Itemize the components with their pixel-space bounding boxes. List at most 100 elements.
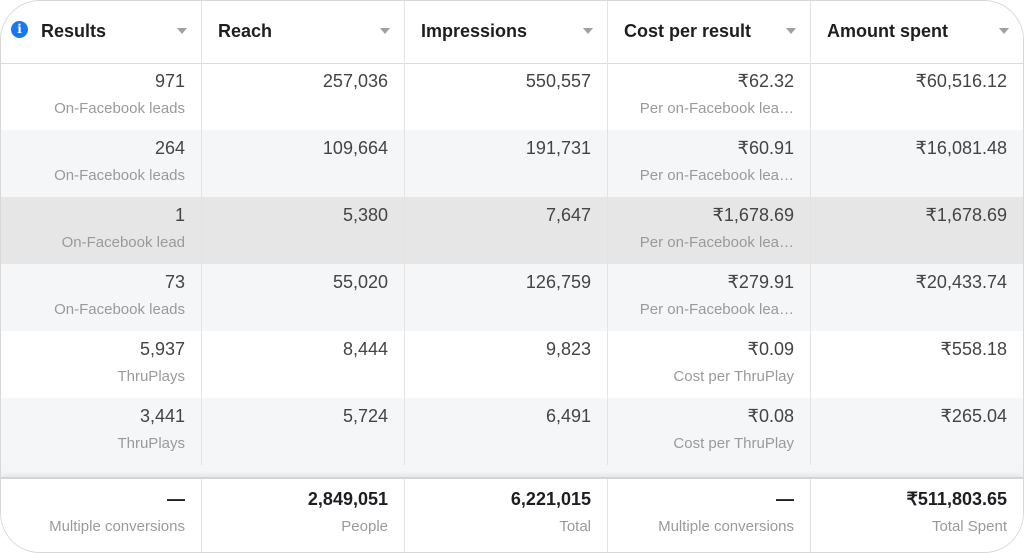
reach-cell: 55,020 (202, 264, 405, 331)
total-cost-per-result: — Multiple conversions (608, 479, 811, 552)
value: 3,441 (139, 406, 185, 426)
value: ₹1,678.69 (925, 205, 1007, 225)
amount-spent-cell: ₹558.18 (811, 331, 1023, 398)
cost-per-result-cell: ₹0.08 Cost per ThruPlay (608, 398, 811, 465)
column-header-results[interactable]: i Results (1, 1, 202, 63)
impressions-cell: 9,823 (405, 331, 608, 398)
subtext: ThruPlays (117, 368, 185, 385)
value: 6,221,015 (510, 489, 591, 509)
value: ₹0.08 (747, 406, 795, 426)
value: 6,491 (545, 406, 591, 426)
value: 7,647 (545, 205, 591, 225)
results-cell: 1 On-Facebook lead (1, 197, 202, 264)
impressions-cell: 6,491 (405, 398, 608, 465)
total-results: — Multiple conversions (1, 479, 202, 552)
impressions-cell: 191,731 (405, 130, 608, 197)
subtext: Multiple conversions (49, 518, 185, 535)
total-reach: 2,849,051 People (202, 479, 405, 552)
amount-spent-cell: ₹20,433.74 (811, 264, 1023, 331)
subtext: Per on-Facebook lea… (639, 167, 794, 184)
subtext: Per on-Facebook lea… (639, 301, 794, 318)
sort-caret-icon[interactable] (999, 28, 1009, 34)
subtext: Per on-Facebook lea… (639, 234, 794, 251)
value: ₹0.09 (747, 339, 795, 359)
cost-per-result-cell: ₹60.91 Per on-Facebook lea… (608, 130, 811, 197)
value: ₹511,803.65 (906, 489, 1007, 509)
results-cell: 5,937 ThruPlays (1, 331, 202, 398)
cost-per-result-cell: ₹279.91 Per on-Facebook lea… (608, 264, 811, 331)
sort-caret-icon[interactable] (786, 28, 796, 34)
amount-spent-cell: ₹60,516.12 (811, 63, 1023, 130)
column-header-reach[interactable]: Reach (202, 1, 405, 63)
value: 5,937 (139, 339, 185, 359)
reach-cell: 257,036 (202, 63, 405, 130)
column-header-cost-per-result[interactable]: Cost per result (608, 1, 811, 63)
subtext: On-Facebook leads (54, 301, 185, 318)
subtext: Cost per ThruPlay (673, 435, 794, 452)
value: 55,020 (332, 272, 388, 292)
table-body: 971 On-Facebook leads 257,036 550,557 ₹62.32… (1, 63, 1023, 465)
info-icon[interactable]: i (11, 21, 28, 38)
value: 971 (154, 71, 185, 91)
subtext: On-Facebook lead (61, 234, 185, 251)
value: 550,557 (525, 71, 591, 91)
value: 264 (154, 138, 185, 158)
table-row[interactable]: 264 On-Facebook leads 109,664 191,731 ₹60.91… (1, 130, 1023, 197)
amount-spent-cell: ₹265.04 (811, 398, 1023, 465)
value: 5,724 (342, 406, 388, 426)
value: 126,759 (525, 272, 591, 292)
value: 5,380 (342, 205, 388, 225)
column-header-impressions[interactable]: Impressions (405, 1, 608, 63)
value: 9,823 (545, 339, 591, 359)
value: ₹265.04 (940, 406, 1007, 426)
column-label: Impressions (421, 21, 528, 41)
total-amount-spent: ₹511,803.65 Total Spent (811, 479, 1023, 552)
subtext: People (341, 518, 388, 535)
amount-spent-cell: ₹1,678.69 (811, 197, 1023, 264)
subtext: Total (559, 518, 591, 535)
cost-per-result-cell: ₹0.09 Cost per ThruPlay (608, 331, 811, 398)
results-cell: 73 On-Facebook leads (1, 264, 202, 331)
table-header: i Results Reach Impressions Cost per res… (1, 1, 1023, 64)
column-label: Results (41, 21, 107, 41)
column-header-amount-spent[interactable]: Amount spent (811, 1, 1023, 63)
value: ₹558.18 (940, 339, 1007, 359)
value: ₹62.32 (737, 71, 795, 91)
value: 191,731 (525, 138, 591, 158)
subtext: On-Facebook leads (54, 167, 185, 184)
table-row[interactable]: 971 On-Facebook leads 257,036 550,557 ₹62.32… (1, 63, 1023, 130)
sort-caret-icon[interactable] (177, 28, 187, 34)
impressions-cell: 550,557 (405, 63, 608, 130)
value: — (776, 489, 794, 509)
value: — (167, 489, 185, 509)
subtext: Per on-Facebook lea… (639, 100, 794, 117)
sort-caret-icon[interactable] (380, 28, 390, 34)
impressions-cell: 126,759 (405, 264, 608, 331)
reach-cell: 5,724 (202, 398, 405, 465)
value: ₹20,433.74 (915, 272, 1007, 292)
value: 1 (174, 205, 185, 225)
sort-caret-icon[interactable] (583, 28, 593, 34)
subtext: Multiple conversions (658, 518, 794, 535)
table-row[interactable]: 5,937 ThruPlays 8,444 9,823 ₹0.09 Cost per Th… (1, 331, 1023, 398)
column-label: Reach (218, 21, 273, 41)
reach-cell: 109,664 (202, 130, 405, 197)
table-row[interactable]: 73 On-Facebook leads 55,020 126,759 ₹279.91 P… (1, 264, 1023, 331)
column-label: Cost per result (624, 21, 752, 41)
column-label: Amount spent (827, 21, 948, 41)
value: ₹60,516.12 (915, 71, 1007, 91)
results-cell: 264 On-Facebook leads (1, 130, 202, 197)
subtext: ThruPlays (117, 435, 185, 452)
subtext: On-Facebook leads (54, 100, 185, 117)
results-cell: 971 On-Facebook leads (1, 63, 202, 130)
value: 109,664 (322, 138, 388, 158)
value: ₹60.91 (737, 138, 795, 158)
partial-row (1, 465, 1023, 477)
value: 8,444 (342, 339, 388, 359)
table-row[interactable]: 1 On-Facebook lead 5,380 7,647 ₹1,678.69 Per … (1, 197, 1023, 264)
results-cell: 3,441 ThruPlays (1, 398, 202, 465)
reach-cell: 8,444 (202, 331, 405, 398)
totals-row: — Multiple conversions 2,849,051 People 6,… (1, 477, 1023, 552)
table-row[interactable]: 3,441 ThruPlays 5,724 6,491 ₹0.08 Cost per Th… (1, 398, 1023, 465)
